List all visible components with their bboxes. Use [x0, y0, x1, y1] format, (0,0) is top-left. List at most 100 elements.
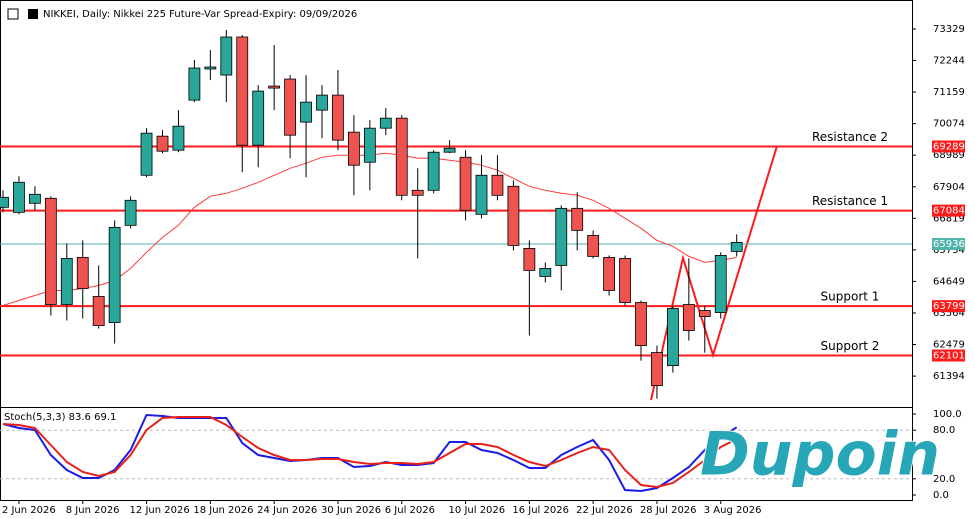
candle-body: [252, 90, 265, 146]
candle-body: [682, 304, 695, 331]
candle-body: [603, 257, 615, 291]
candle-body: [555, 207, 568, 266]
y-tick-label: 0.0: [933, 490, 949, 501]
y-tick-label: 70074: [933, 119, 965, 130]
candle-body: [316, 94, 328, 111]
candle-body: [379, 117, 392, 129]
candle-body: [363, 127, 376, 163]
candle-body: [523, 248, 536, 271]
marks: 73329 72244 71159 70074 68989 67904 66819 65734…: [0, 24, 965, 516]
candle-body: [475, 174, 488, 215]
level-value: 63799: [933, 301, 965, 312]
x-tick-label: 28 Jul 2026: [640, 505, 697, 516]
candle-body: [188, 67, 201, 101]
y-tick-label: 72244: [933, 56, 965, 67]
x-tick-label: 18 Jun 2026: [193, 505, 253, 516]
y-tick-label: 100.0: [933, 409, 962, 420]
x-tick-label: 12 Jun 2026: [130, 505, 190, 516]
candle-body: [698, 310, 711, 317]
level-value: 69289: [933, 141, 965, 152]
stoch-title: Stoch(5,3,3) 83.6 69.1: [4, 412, 116, 423]
level-value: 62101: [933, 351, 965, 362]
y-tick-label: 20.0: [933, 474, 955, 485]
candle-body: [220, 36, 233, 76]
candle-body: [443, 147, 456, 153]
level-box: [932, 349, 965, 362]
y-tick-label: 80.0: [933, 425, 955, 436]
candle-body: [13, 181, 25, 213]
candle-body: [571, 207, 584, 231]
candle-body: [300, 101, 312, 123]
candle-body: [156, 135, 169, 152]
candle-body: [236, 36, 249, 146]
level-value: 67084: [933, 206, 965, 217]
y-tick-label: 66819: [933, 213, 965, 224]
candle-body: [284, 78, 297, 136]
level-label: Resistance 2: [812, 130, 888, 144]
candle-body: [459, 156, 472, 211]
x-tick-label: 10 Jul 2026: [449, 505, 506, 516]
level-box: [932, 204, 965, 217]
y-tick-label: 64649: [933, 276, 965, 287]
candle-body: [587, 234, 600, 257]
level-box: [932, 300, 965, 313]
candle-body: [60, 258, 73, 305]
stoch-line: [2, 416, 738, 489]
last-price-box: [932, 237, 965, 250]
candle-body: [204, 66, 217, 70]
y-tick-label: 63564: [933, 308, 965, 319]
logo: Dupoin: [700, 420, 940, 490]
y-tick-label: 61394: [933, 371, 965, 382]
candle-body: [619, 258, 631, 303]
candle-body: [108, 226, 121, 323]
y-tick-label: 67904: [933, 182, 965, 193]
x-tick-label: 6 Jul 2026: [385, 505, 435, 516]
x-tick-label: 8 Jun 2026: [66, 505, 120, 516]
candle-body: [92, 296, 105, 326]
level-label: Support 1: [821, 290, 880, 304]
candle-body: [347, 131, 360, 166]
candle-body: [124, 199, 137, 226]
x-tick-label: 16 Jul 2026: [512, 505, 569, 516]
x-tick-label: 22 Jul 2026: [576, 505, 633, 516]
last-price-label: 65936: [933, 239, 965, 250]
candle-body: [268, 85, 281, 89]
candle-body: [76, 257, 89, 289]
candle-body: [651, 352, 663, 387]
period-icon: [28, 9, 38, 19]
candle-body: [730, 241, 743, 252]
candle-body: [714, 255, 727, 313]
candle-body: [44, 197, 57, 305]
candle-body: [507, 185, 520, 246]
y-tick-label: 73329: [933, 24, 965, 35]
x-tick-label: 2 Jun 2026: [2, 505, 56, 516]
y-tick-label: 62479: [933, 340, 965, 351]
stoch-line: [2, 413, 738, 493]
chart-title: NIKKEI, Daily: Nikkei 225 Future-Var Spr…: [43, 9, 357, 20]
candle-body: [395, 117, 408, 196]
candle-body: [28, 193, 41, 204]
candle-body: [635, 302, 647, 346]
plot-frame: [0, 0, 913, 501]
candle-body: [332, 94, 344, 141]
candle-body: [0, 196, 9, 208]
candle-body: [539, 268, 552, 277]
x-tick-label: 3 Aug 2026: [704, 505, 762, 516]
candle-body: [411, 189, 424, 196]
level-label: Support 2: [821, 339, 880, 353]
candle-body: [427, 151, 440, 191]
x-tick-label: 30 Jun 2026: [321, 505, 381, 516]
candle-body: [491, 174, 504, 196]
candle-body: [140, 132, 153, 176]
symbol-icon: [7, 8, 19, 20]
candle-body: [667, 308, 679, 367]
level-label: Resistance 1: [812, 194, 888, 208]
x-tick-label: 24 Jun 2026: [257, 505, 317, 516]
y-tick-label: 65734: [933, 245, 965, 256]
y-tick-label: 68989: [933, 150, 965, 161]
level-box: [932, 140, 965, 153]
candle-body: [172, 125, 185, 151]
y-tick-label: 71159: [933, 87, 965, 98]
